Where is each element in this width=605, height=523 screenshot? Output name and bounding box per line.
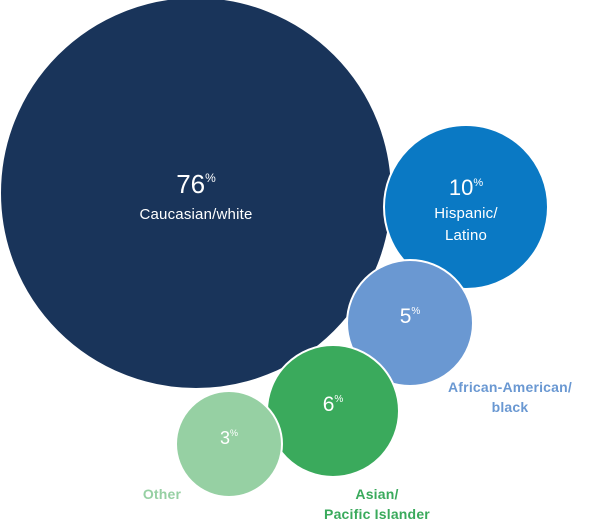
- bubble-value-caucasian-white: 76%: [176, 169, 216, 199]
- bubble-value-other: 3%: [220, 428, 238, 448]
- bubble-circle-hispanic-latino: [383, 124, 549, 290]
- bubble-label-african-american-black: African-American/: [448, 379, 572, 395]
- bubble-label-caucasian-white: Caucasian/white: [139, 206, 252, 223]
- bubble-label-hispanic-latino: Hispanic/: [434, 205, 498, 222]
- bubble-label-african-american-black: black: [492, 399, 529, 415]
- bubble-other: 3% Other: [143, 390, 283, 502]
- bubble-circle-other: [175, 390, 283, 498]
- bubble-value-hispanic-latino: 10%: [449, 175, 483, 200]
- bubble-hispanic-latino: 10% Hispanic/Latino: [383, 124, 549, 290]
- bubble-circle-african-american-black: [346, 259, 474, 387]
- bubble-label-asian-pacific-islander: Pacific Islander: [324, 506, 430, 522]
- bubble-label-hispanic-latino: Latino: [445, 227, 487, 244]
- bubble-caucasian-white: 76% Caucasian/white: [0, 0, 393, 390]
- bubble-african-american-black: 5% African-American/black: [346, 259, 572, 415]
- bubble-label-asian-pacific-islander: Asian/: [355, 486, 398, 502]
- bubble-value-african-american-black: 5%: [400, 305, 421, 328]
- bubble-label-other: Other: [143, 486, 182, 502]
- bubble-asian-pacific-islander: 6% Asian/Pacific Islander: [266, 344, 430, 522]
- bubble-value-asian-pacific-islander: 6%: [323, 393, 344, 416]
